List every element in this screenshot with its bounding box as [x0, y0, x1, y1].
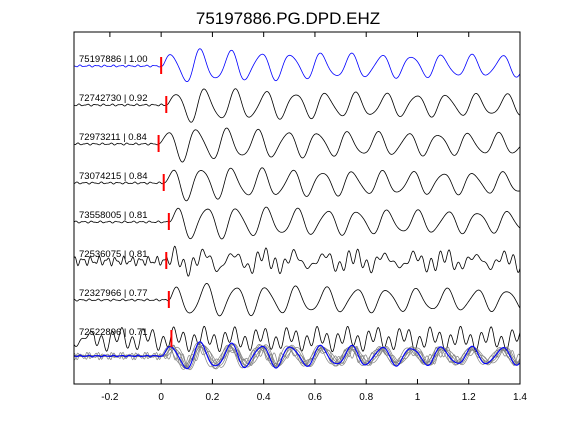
x-axis: -0.2 0 0.2 0.4 0.6 0.8 1 1.2 1.4 [101, 32, 527, 403]
picks-group [157, 57, 173, 347]
x-tick-label: 1 [415, 392, 421, 403]
trace-waveform [73, 206, 521, 240]
trace-label: 72536075 | 0.81 [79, 249, 148, 260]
chart-title: 75197886.PG.DPD.EHZ [196, 9, 380, 28]
x-tick-label: 0.6 [308, 392, 322, 403]
stack-group [73, 341, 521, 371]
trace-waveform [73, 127, 521, 163]
trace-label: 72742730 | 0.92 [79, 93, 148, 104]
x-tick-label: 0 [158, 392, 164, 403]
x-tick-label: 0.2 [205, 392, 219, 403]
x-tick-label: 0.4 [257, 392, 271, 403]
trace-label: 75197886 | 1.00 [79, 54, 148, 65]
x-tick-label: 1.2 [462, 392, 476, 403]
traces-group [73, 48, 521, 353]
trace-label: 73558005 | 0.81 [79, 210, 148, 221]
x-tick-label: 1.4 [513, 392, 527, 403]
x-tick-label: -0.2 [101, 392, 119, 403]
plot-frame [73, 31, 521, 385]
trace-waveform [73, 167, 521, 202]
trace-labels: 75197886 | 1.00 72742730 | 0.92 72973211 |… [79, 54, 148, 338]
trace-label: 72327966 | 0.77 [79, 288, 148, 299]
trace-label: 73074215 | 0.84 [79, 171, 148, 182]
trace-waveform [73, 88, 521, 123]
trace-label: 72973211 | 0.84 [79, 132, 147, 143]
trace-waveform [73, 48, 521, 83]
stack-mean-trace [73, 341, 521, 370]
trace-waveform [73, 245, 521, 277]
x-tick-label: 0.8 [359, 392, 373, 403]
stack-overlay-trace [73, 343, 521, 368]
trace-label: 72522896 | 0.71 [79, 327, 148, 338]
trace-waveform [73, 283, 521, 317]
